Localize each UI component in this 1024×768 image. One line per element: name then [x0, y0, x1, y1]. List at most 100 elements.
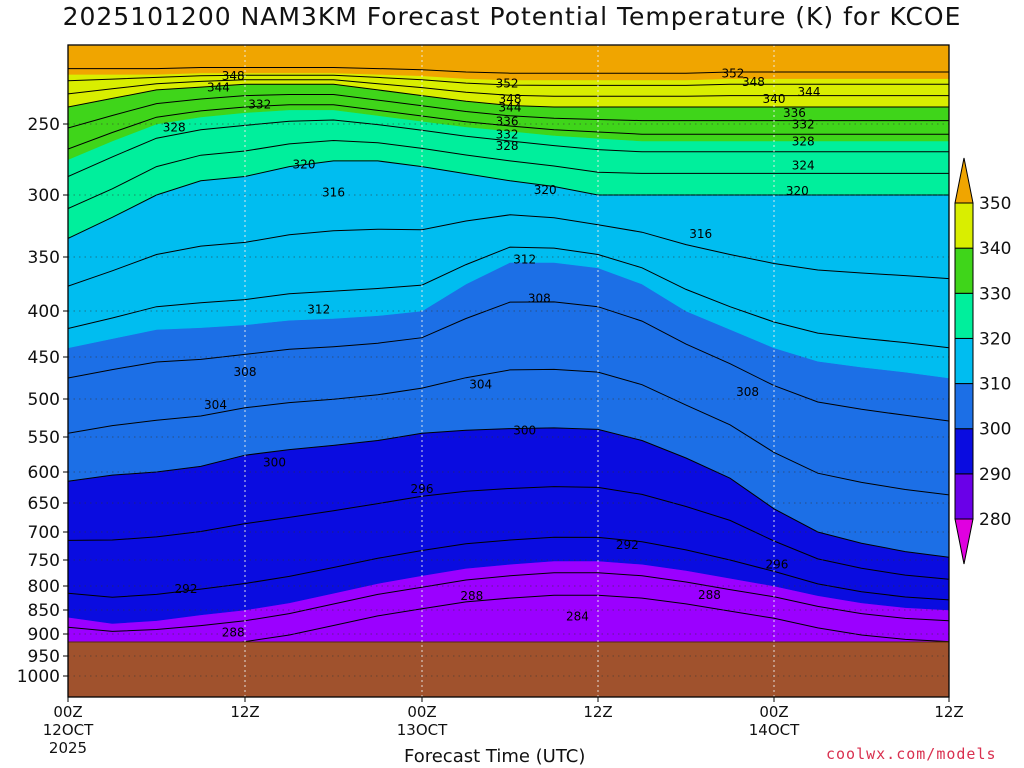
contour-fills	[68, 45, 949, 687]
x-tick-year-0: 2025	[49, 739, 87, 757]
contour-label-308: 308	[234, 365, 257, 379]
x-tick-date-0: 12OCT	[43, 721, 94, 739]
colorbar-segment-300	[954, 383, 974, 430]
contour-label-348: 348	[222, 69, 245, 83]
contour-label-328: 328	[792, 135, 815, 149]
colorbar-label-330: 330	[979, 284, 1011, 304]
contour-label-344: 344	[798, 85, 821, 99]
contour-label-300: 300	[513, 424, 536, 438]
contour-label-332: 332	[792, 118, 815, 132]
x-tick-date-4: 14OCT	[749, 721, 800, 739]
colorbar-segment-290	[954, 428, 974, 475]
contour-label-288: 288	[222, 626, 245, 640]
terrain-layer	[68, 641, 949, 697]
y-tick-label-400: 400	[28, 302, 60, 322]
x-tick-date-2: 13OCT	[397, 721, 448, 739]
colorbar-label-300: 300	[979, 420, 1011, 440]
x-axis-title: Forecast Time (UTC)	[404, 746, 586, 767]
chart-title: 2025101200 NAM3KM Forecast Potential Tem…	[62, 2, 962, 31]
colorbar-label-280: 280	[979, 510, 1011, 530]
contour-line-312	[68, 246, 949, 349]
x-tick-label-2: 00Z	[407, 703, 436, 721]
colorbar-over-triangle	[954, 157, 974, 204]
contour-line-348	[68, 74, 949, 86]
contour-line-304	[68, 368, 949, 496]
contour-label-304: 304	[469, 377, 492, 391]
contour-label-348: 348	[499, 92, 522, 106]
contour-label-344: 344	[499, 100, 522, 114]
contour-label-352: 352	[496, 76, 519, 90]
contour-line-336	[68, 94, 949, 129]
contour-label-288: 288	[698, 588, 721, 602]
plot-frame	[67, 44, 950, 698]
y-tick-label-600: 600	[28, 463, 60, 483]
contour-label-296: 296	[765, 558, 788, 572]
terrain-fill	[68, 642, 949, 697]
y-tick-label-800: 800	[28, 577, 60, 597]
x-tick-label-4: 00Z	[759, 703, 788, 721]
contour-label-300: 300	[263, 456, 286, 470]
y-tick-label-550: 550	[28, 428, 60, 448]
contour-label-320: 320	[786, 184, 809, 198]
contour-line-292	[68, 536, 949, 601]
contour-label-320: 320	[534, 183, 557, 197]
contour-label-336: 336	[783, 106, 806, 120]
colorbar-segment-310	[954, 337, 974, 385]
contour-label-332: 332	[496, 127, 519, 141]
y-tick-label-750: 750	[28, 551, 60, 571]
y-tick-label-950: 950	[28, 647, 60, 667]
contour-label-316: 316	[322, 186, 345, 200]
y-tick-label-450: 450	[28, 348, 60, 368]
contour-label-312: 312	[513, 253, 536, 267]
contour-label-344: 344	[207, 81, 230, 95]
contour-line-308	[68, 301, 949, 422]
contour-label-296: 296	[411, 482, 434, 496]
contour-label-292: 292	[175, 582, 198, 596]
colorbar-label-310: 310	[979, 375, 1011, 395]
contour-label-328: 328	[163, 120, 186, 134]
contour-line-344	[68, 79, 949, 97]
y-tick-label-350: 350	[28, 248, 60, 268]
contour-label-308: 308	[528, 292, 551, 306]
contour-line-340	[68, 83, 949, 108]
contour-label-304: 304	[204, 398, 227, 412]
contour-label-320: 320	[293, 157, 316, 171]
contour-line-352	[68, 67, 949, 74]
contour-label-312: 312	[307, 302, 330, 316]
contour-label-332: 332	[248, 98, 271, 112]
contour-label-336: 336	[496, 115, 519, 129]
contour-label-348: 348	[742, 75, 765, 89]
colorbar-label-290: 290	[979, 465, 1011, 485]
colorbar-label-350: 350	[979, 194, 1011, 214]
x-tick-label-5: 12Z	[934, 703, 963, 721]
contour-line-296	[68, 486, 949, 580]
contour-line-324	[68, 139, 949, 210]
contour-label-284: 284	[566, 609, 589, 623]
x-tick-label-1: 12Z	[230, 703, 259, 721]
contour-label-340: 340	[763, 92, 786, 106]
band-above-350	[68, 45, 949, 81]
colorbar-segment-330	[954, 247, 974, 294]
contour-label-328: 328	[496, 139, 519, 153]
grid-lines	[68, 45, 949, 697]
contour-line-320	[68, 160, 949, 239]
colorbar-label-320: 320	[979, 329, 1011, 349]
contour-label-292: 292	[616, 538, 639, 552]
y-tick-label-250: 250	[28, 115, 60, 135]
y-tick-label-700: 700	[28, 523, 60, 543]
y-tick-label-500: 500	[28, 390, 60, 410]
y-axis: 250 300 350 400 450 500 550 600 650 700 750 800 850 9…	[17, 115, 68, 687]
x-tick-label-3: 12Z	[583, 703, 612, 721]
y-tick-label-900: 900	[28, 625, 60, 645]
contour-label-316: 316	[689, 227, 712, 241]
colorbar-label-340: 340	[979, 239, 1011, 259]
contour-line-300	[68, 427, 949, 558]
contour-label-324: 324	[792, 159, 815, 173]
contour-line-316	[68, 214, 949, 287]
contour-labels: 3483443323283203163123083043002962922883…	[163, 66, 821, 640]
colorbar: 280 290 300 310 320 330 340 350	[954, 157, 1011, 565]
colorbar-segment-340	[954, 202, 974, 249]
contour-line-332	[68, 104, 949, 150]
contour-label-352: 352	[721, 66, 744, 80]
